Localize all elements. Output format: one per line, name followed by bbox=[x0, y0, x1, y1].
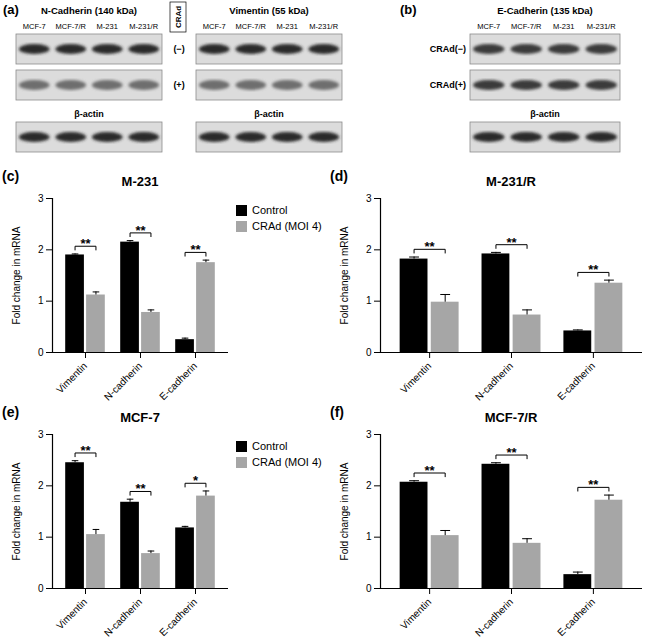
svg-text:(−): (−) bbox=[173, 44, 184, 54]
html-text:M-231/R: M-231/R bbox=[486, 174, 536, 189]
svg-text:(+): (+) bbox=[173, 80, 184, 90]
html-text:Control: Control bbox=[252, 204, 288, 216]
svg-text:Fold change in mRNA: Fold change in mRNA bbox=[339, 462, 350, 560]
html-text:(c): (c) bbox=[2, 168, 20, 184]
html-text:CRAd (MOI 4): CRAd (MOI 4) bbox=[252, 456, 322, 468]
svg-text:2: 2 bbox=[366, 480, 372, 491]
svg-text:Vimentin: Vimentin bbox=[54, 360, 89, 395]
svg-text:3: 3 bbox=[38, 429, 44, 440]
svg-text:**: ** bbox=[425, 239, 436, 254]
svg-text:M-231: M-231 bbox=[277, 22, 298, 31]
svg-text:**: ** bbox=[588, 477, 599, 492]
svg-text:MCF-7/R: MCF-7/R bbox=[56, 22, 87, 31]
svg-text:Fold change in mRNA: Fold change in mRNA bbox=[11, 226, 22, 324]
svg-text:**: ** bbox=[190, 242, 201, 257]
svg-text:CRAd(−): CRAd(−) bbox=[430, 44, 466, 54]
svg-text:E-cadherin: E-cadherin bbox=[555, 360, 597, 402]
svg-text:MCF-7: MCF-7 bbox=[477, 22, 500, 31]
svg-text:E-Cadherin (135 kDa): E-Cadherin (135 kDa) bbox=[497, 5, 593, 16]
svg-text:0: 0 bbox=[38, 347, 44, 358]
svg-text:CRAd: CRAd bbox=[174, 6, 183, 28]
html-text:M-231: M-231 bbox=[121, 174, 159, 189]
svg-text:Fold change in mRNA: Fold change in mRNA bbox=[11, 462, 22, 560]
svg-text:Vimentin: Vimentin bbox=[398, 360, 433, 395]
svg-text:M-231/R: M-231/R bbox=[309, 22, 338, 31]
svg-text:M-231: M-231 bbox=[97, 22, 118, 31]
svg-text:2: 2 bbox=[38, 480, 44, 491]
svg-text:E-cadherin: E-cadherin bbox=[555, 596, 597, 638]
html-text:(e): (e) bbox=[2, 404, 20, 420]
svg-text:1: 1 bbox=[38, 531, 44, 542]
svg-text:0: 0 bbox=[38, 583, 44, 594]
html-text:MCF-7/R: MCF-7/R bbox=[484, 410, 538, 425]
svg-text:Vimentin: Vimentin bbox=[54, 596, 89, 631]
svg-text:1: 1 bbox=[38, 295, 44, 306]
svg-text:**: ** bbox=[80, 236, 91, 251]
svg-text:2: 2 bbox=[38, 244, 44, 255]
svg-text:N-Cadherin (140 kDa): N-Cadherin (140 kDa) bbox=[41, 5, 137, 16]
svg-text:CRAd(+): CRAd(+) bbox=[430, 80, 466, 90]
svg-text:β-actin: β-actin bbox=[530, 109, 560, 119]
svg-text:MCF-7: MCF-7 bbox=[203, 22, 226, 31]
html-text:CRAd (MOI 4): CRAd (MOI 4) bbox=[252, 220, 322, 232]
svg-text:Vimentin: Vimentin bbox=[398, 596, 433, 631]
svg-text:MCF-7/R: MCF-7/R bbox=[511, 22, 542, 31]
svg-text:(b): (b) bbox=[400, 2, 417, 17]
svg-text:**: ** bbox=[135, 481, 146, 496]
svg-text:N-cadherin: N-cadherin bbox=[102, 596, 144, 638]
svg-text:**: ** bbox=[506, 445, 517, 460]
svg-text:**: ** bbox=[425, 463, 436, 478]
svg-text:**: ** bbox=[135, 223, 146, 238]
svg-text:*: * bbox=[193, 473, 199, 488]
svg-text:Vimentin (55 kDa): Vimentin (55 kDa) bbox=[229, 5, 309, 16]
svg-text:Fold change in mRNA: Fold change in mRNA bbox=[339, 226, 350, 324]
svg-text:1: 1 bbox=[366, 295, 372, 306]
svg-text:**: ** bbox=[80, 443, 91, 458]
svg-text:MCF-7: MCF-7 bbox=[23, 22, 46, 31]
html-text:MCF-7: MCF-7 bbox=[120, 410, 160, 425]
svg-text:β-actin: β-actin bbox=[74, 109, 104, 119]
html-text:Control: Control bbox=[252, 440, 288, 452]
svg-text:**: ** bbox=[506, 235, 517, 250]
svg-text:(a): (a) bbox=[3, 2, 19, 17]
svg-text:3: 3 bbox=[366, 429, 372, 440]
svg-text:M-231/R: M-231/R bbox=[587, 22, 616, 31]
svg-text:3: 3 bbox=[366, 193, 372, 204]
html-text:(d): (d) bbox=[330, 168, 348, 184]
svg-text:E-cadherin: E-cadherin bbox=[157, 596, 199, 638]
svg-text:MCF-7/R: MCF-7/R bbox=[236, 22, 267, 31]
svg-text:N-cadherin: N-cadherin bbox=[102, 360, 144, 402]
svg-text:N-cadherin: N-cadherin bbox=[473, 360, 515, 402]
svg-text:1: 1 bbox=[366, 531, 372, 542]
html-text:(f): (f) bbox=[330, 404, 344, 420]
svg-text:**: ** bbox=[588, 262, 599, 277]
svg-text:3: 3 bbox=[38, 193, 44, 204]
svg-text:M-231/R: M-231/R bbox=[129, 22, 158, 31]
svg-text:2: 2 bbox=[366, 244, 372, 255]
svg-text:M-231: M-231 bbox=[553, 22, 574, 31]
svg-text:β-actin: β-actin bbox=[254, 109, 284, 119]
svg-text:0: 0 bbox=[366, 583, 372, 594]
svg-text:E-cadherin: E-cadherin bbox=[157, 360, 199, 402]
svg-text:N-cadherin: N-cadherin bbox=[473, 596, 515, 638]
svg-text:0: 0 bbox=[366, 347, 372, 358]
